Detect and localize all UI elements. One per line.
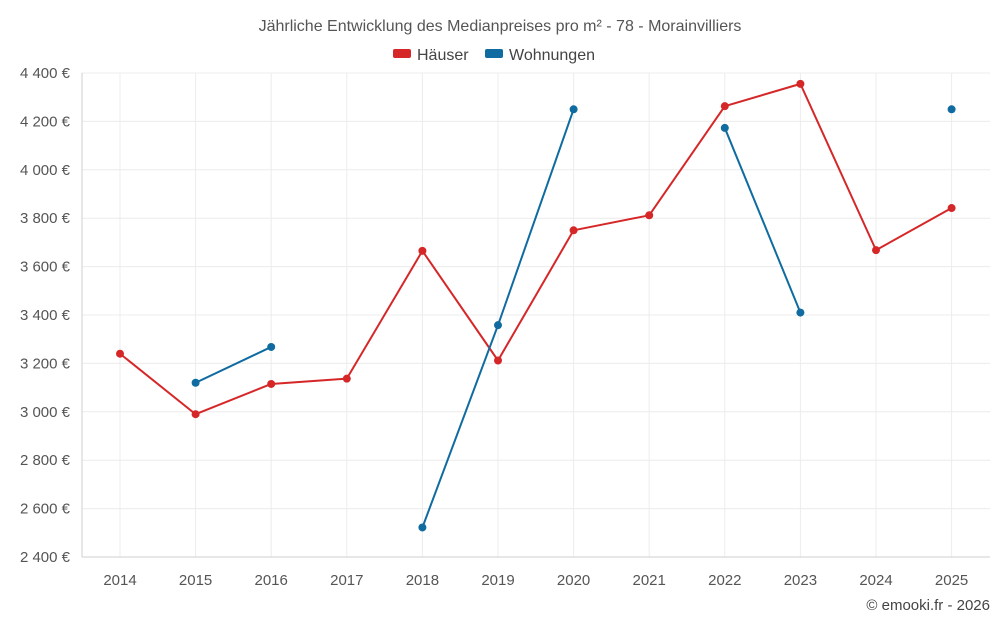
x-tick-label: 2019 bbox=[481, 572, 514, 589]
y-tick-label: 3 800 € bbox=[20, 210, 71, 227]
x-tick-label: 2023 bbox=[784, 572, 817, 589]
series-haeuser bbox=[116, 79, 956, 419]
series-line-wohnungen bbox=[723, 127, 802, 313]
data-point-haeuser[interactable] bbox=[720, 102, 729, 111]
y-tick-label: 2 600 € bbox=[20, 501, 71, 518]
x-tick-label: 2015 bbox=[179, 572, 212, 589]
y-tick-label: 3 000 € bbox=[20, 404, 71, 421]
y-tick-label: 4 200 € bbox=[20, 113, 71, 130]
data-point-wohnungen[interactable] bbox=[191, 378, 200, 387]
data-point-haeuser[interactable] bbox=[191, 410, 200, 419]
legend-item-haeuser[interactable]: Häuser bbox=[393, 47, 469, 64]
data-point-haeuser[interactable] bbox=[494, 356, 502, 365]
data-point-haeuser[interactable] bbox=[569, 226, 578, 235]
data-point-wohnungen[interactable] bbox=[267, 342, 276, 351]
data-point-haeuser[interactable] bbox=[267, 379, 276, 388]
y-tick-label: 3 400 € bbox=[20, 307, 71, 324]
legend-swatch-haeuser bbox=[393, 49, 411, 58]
y-tick-label: 3 200 € bbox=[20, 355, 71, 372]
x-tick-label: 2021 bbox=[633, 572, 666, 589]
data-point-haeuser[interactable] bbox=[796, 79, 805, 88]
x-tick-label: 2017 bbox=[330, 572, 363, 589]
data-point-haeuser[interactable] bbox=[116, 349, 124, 358]
data-point-wohnungen[interactable] bbox=[418, 523, 427, 532]
x-tick-label: 2024 bbox=[859, 572, 892, 589]
y-tick-label: 3 600 € bbox=[20, 259, 71, 276]
y-tick-label: 4 000 € bbox=[20, 162, 71, 179]
x-tick-label: 2020 bbox=[557, 572, 590, 589]
data-point-haeuser[interactable] bbox=[418, 246, 427, 255]
data-point-wohnungen[interactable] bbox=[720, 123, 729, 132]
data-point-wohnungen[interactable] bbox=[494, 321, 502, 330]
y-tick-label: 2 400 € bbox=[20, 549, 71, 566]
x-axis: 2014 2015 2016 2017 2018 2019 2020 2021 2022 2023… bbox=[82, 556, 990, 589]
data-point-haeuser[interactable] bbox=[645, 211, 654, 220]
legend-label-wohnungen: Wohnungen bbox=[509, 47, 595, 64]
gridlines bbox=[82, 72, 990, 558]
x-tick-label: 2014 bbox=[103, 572, 136, 589]
legend-swatch-wohnungen bbox=[485, 49, 503, 58]
x-tick-label: 2016 bbox=[255, 572, 288, 589]
data-point-wohnungen[interactable] bbox=[569, 105, 578, 114]
series-line-haeuser bbox=[119, 82, 953, 416]
chart-title: Jährliche Entwicklung des Medianpreises … bbox=[259, 18, 742, 35]
y-tick-label: 2 800 € bbox=[20, 452, 71, 469]
series-wohnungen bbox=[191, 105, 956, 532]
data-point-haeuser[interactable] bbox=[872, 246, 880, 255]
data-point-wohnungen[interactable] bbox=[947, 105, 956, 114]
data-point-haeuser[interactable] bbox=[947, 204, 956, 213]
plot-area bbox=[116, 79, 956, 532]
legend-item-wohnungen[interactable]: Wohnungen bbox=[485, 47, 595, 64]
credit-text: © emooki.fr - 2026 bbox=[866, 597, 990, 614]
data-point-wohnungen[interactable] bbox=[796, 308, 805, 317]
legend-label-haeuser: Häuser bbox=[417, 47, 469, 64]
legend: Häuser Wohnungen bbox=[393, 47, 595, 64]
x-tick-label: 2018 bbox=[406, 572, 439, 589]
y-tick-label: 4 400 € bbox=[20, 65, 71, 82]
x-tick-label: 2022 bbox=[708, 572, 741, 589]
x-tick-label: 2025 bbox=[935, 572, 968, 589]
data-point-haeuser[interactable] bbox=[342, 374, 351, 383]
y-axis: 2 400 € 2 600 € 2 800 € 3 000 € 3 200 € 3 400… bbox=[20, 65, 83, 566]
series-line-wohnungen bbox=[195, 346, 272, 384]
